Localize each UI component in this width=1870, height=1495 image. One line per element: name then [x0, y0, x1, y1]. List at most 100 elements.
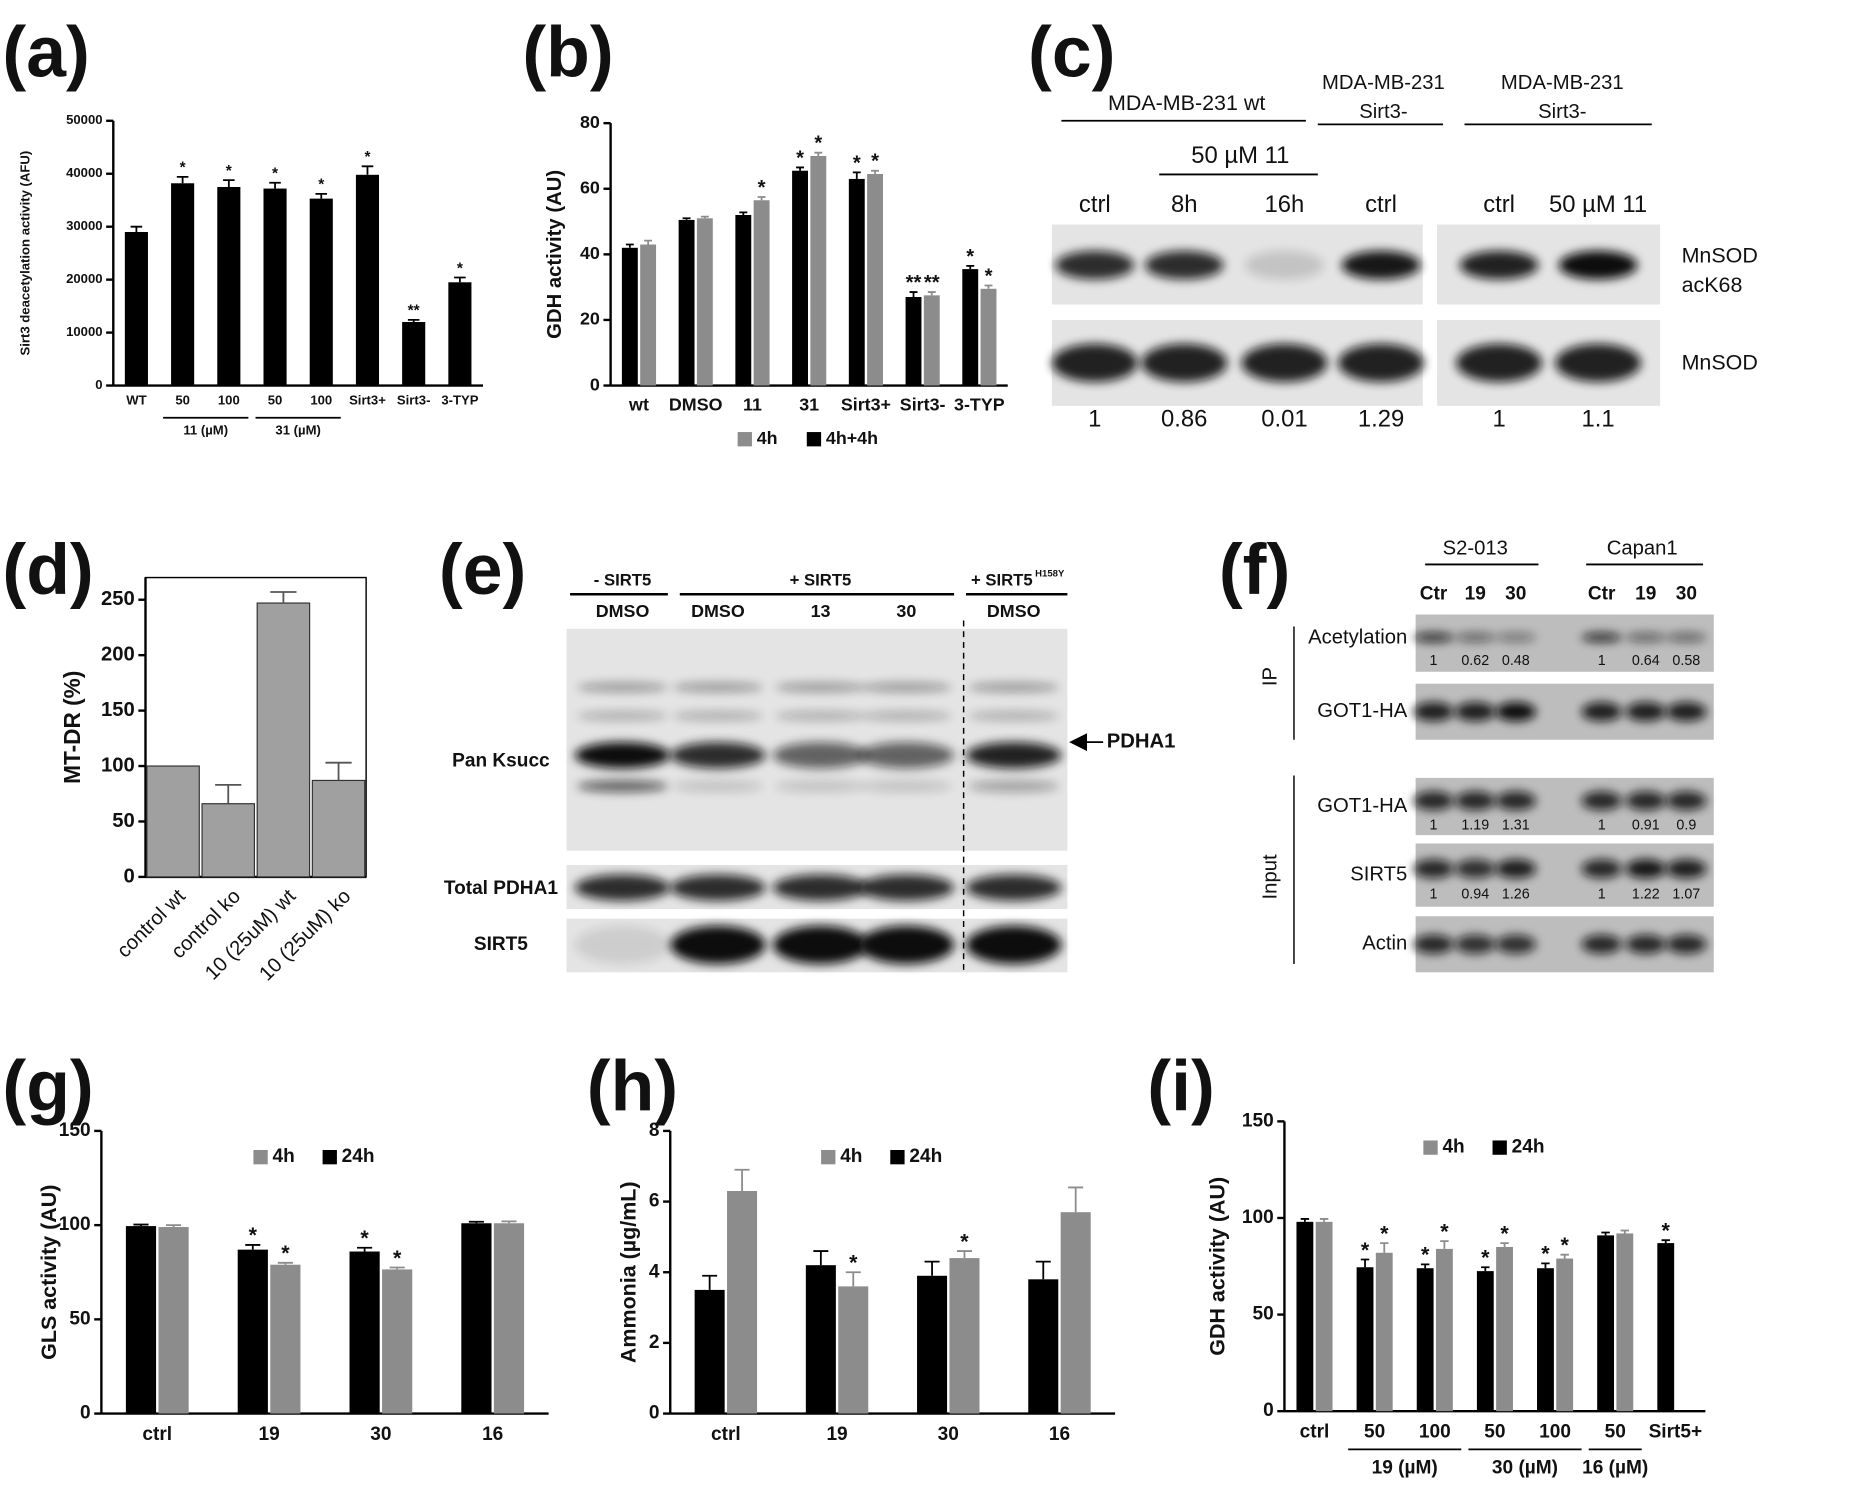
condition-label: + SIRT5 — [790, 571, 852, 590]
cell-line-label: S2-013 — [1443, 537, 1508, 559]
lane-label: 30 — [1505, 583, 1526, 604]
bar — [694, 1289, 725, 1414]
row-label: acK68 — [1682, 273, 1743, 297]
x-tick-label: 100 — [218, 393, 240, 408]
lane-label: Ctr — [1588, 583, 1616, 604]
group-label: 16 (µM) — [1582, 1457, 1648, 1478]
error-bar — [361, 165, 374, 175]
error-bar — [909, 291, 918, 297]
bar — [349, 1251, 380, 1414]
y-tick-label: 4 — [649, 1261, 660, 1282]
error-bar — [501, 1220, 517, 1224]
blot-band — [1666, 632, 1707, 643]
bar — [1375, 1252, 1393, 1412]
y-tick-label: 50000 — [66, 112, 102, 127]
x-tick-label: 19 — [826, 1424, 847, 1445]
lane-label: ctrl — [1079, 191, 1111, 218]
blot-band — [1454, 632, 1496, 643]
blot-membrane — [1415, 614, 1714, 672]
error-bar — [757, 196, 766, 201]
significance-mark: * — [985, 266, 993, 288]
error-bar — [1319, 1218, 1329, 1222]
blot-band — [1341, 250, 1421, 280]
row-label: SIRT5 — [474, 934, 528, 955]
ratio-label: 1 — [1598, 653, 1606, 669]
x-tick-label: 50 — [1364, 1422, 1385, 1443]
legend-swatch — [890, 1150, 905, 1165]
error-bar — [700, 215, 709, 219]
lane-label: 19 — [1635, 583, 1656, 604]
y-tick-label: 60 — [580, 177, 600, 197]
lane-label: Ctr — [1420, 583, 1448, 604]
error-bar — [245, 1244, 261, 1250]
bar — [1496, 1246, 1513, 1412]
significance-mark: ** — [906, 272, 922, 294]
bar — [1657, 1243, 1675, 1412]
y-tick-label: 10000 — [66, 324, 102, 339]
panel-label: (c) — [1028, 12, 1115, 92]
x-tick-label: 16 — [1049, 1424, 1070, 1445]
group-header: MDA-MB-231 — [1501, 72, 1624, 94]
lane-label: 50 µM 11 — [1549, 191, 1647, 218]
error-bar — [357, 1246, 373, 1252]
group-label: 30 (µM) — [1492, 1457, 1558, 1478]
legend-label: 24h — [342, 1146, 375, 1167]
x-tick-label: 30 — [938, 1424, 959, 1445]
blot-band — [1456, 343, 1543, 382]
ratio-label: 0.94 — [1461, 887, 1489, 903]
panel-label: (h) — [587, 1046, 678, 1126]
error-bar — [407, 318, 420, 323]
ratio-label: 1.29 — [1358, 405, 1404, 432]
bar — [753, 200, 770, 386]
ratio-label: 1.19 — [1461, 817, 1489, 833]
lane-label: DMSO — [596, 601, 650, 621]
row-label: MnSOD — [1682, 351, 1758, 375]
panel-label: (d) — [2, 530, 93, 610]
row-label: Total PDHA1 — [444, 878, 559, 899]
bar — [1296, 1221, 1314, 1412]
bar — [217, 186, 241, 386]
blot-band — [670, 925, 766, 964]
ratio-label: 1 — [1430, 817, 1438, 833]
blot-band — [775, 711, 866, 721]
y-tick-label: 2 — [649, 1332, 660, 1353]
error-bar — [269, 181, 281, 189]
y-tick-label: 0 — [1263, 1400, 1274, 1421]
bar — [1028, 1279, 1059, 1414]
blot-band — [858, 925, 955, 964]
blot-band — [1581, 859, 1622, 879]
blot-band — [1495, 934, 1537, 954]
x-tick-label: 3-TYP — [954, 395, 1005, 415]
lane-label: 19 — [1465, 583, 1486, 604]
panel-label: (i) — [1147, 1046, 1215, 1126]
significance-mark: ** — [408, 303, 421, 320]
y-tick-label: 30000 — [66, 218, 102, 233]
bar — [1537, 1268, 1554, 1412]
y-tick-label: 40000 — [66, 165, 102, 180]
bar — [270, 1264, 301, 1414]
blot-band — [1413, 859, 1454, 879]
significance-mark: * — [966, 246, 974, 268]
error-bar — [130, 225, 143, 232]
blot-band — [1666, 934, 1707, 954]
blot-band — [1666, 702, 1707, 722]
y-tick-label: 80 — [580, 112, 600, 132]
y-tick-label: 20000 — [66, 271, 102, 286]
blot-band — [1581, 702, 1622, 722]
x-tick-label: Sirt3+ — [349, 393, 386, 408]
ratio-label: 0.58 — [1672, 653, 1700, 669]
blot-band — [1454, 934, 1496, 954]
blot-band — [861, 780, 952, 793]
row-label: Pan Ksucc — [452, 750, 550, 771]
blot-band — [1495, 702, 1537, 722]
ratio-label: 1 — [1598, 817, 1606, 833]
error-bar — [166, 1224, 182, 1228]
blot-band — [858, 874, 955, 901]
significance-mark: * — [871, 151, 879, 173]
error-bar — [1035, 1260, 1051, 1280]
x-tick-label: 100 — [1539, 1422, 1571, 1443]
x-tick-label: 50 — [175, 393, 190, 408]
significance-mark: * — [1500, 1221, 1509, 1245]
